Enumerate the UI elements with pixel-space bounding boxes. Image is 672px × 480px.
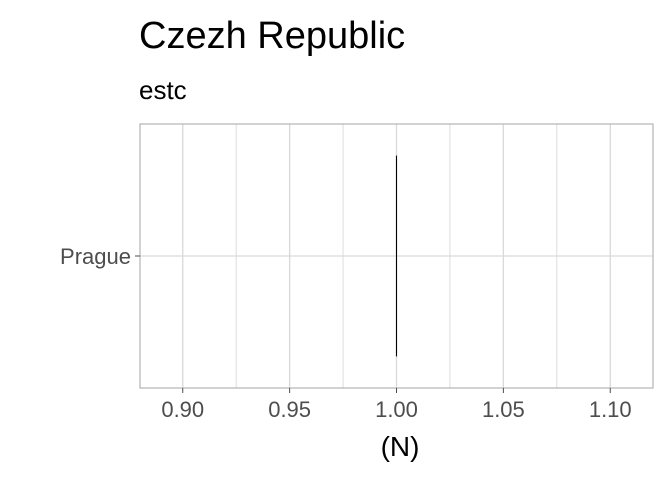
x-tick-label: 1.00 bbox=[375, 397, 418, 422]
y-tick-label: Prague bbox=[60, 244, 131, 269]
chart-subtitle: estc bbox=[139, 75, 187, 105]
x-tick-label: 0.90 bbox=[161, 397, 204, 422]
x-axis-title: (N) bbox=[381, 431, 420, 462]
x-tick-label: 1.05 bbox=[482, 397, 525, 422]
bars bbox=[395, 155, 398, 357]
x-axis: 0.90 0.95 1.00 1.05 1.10 bbox=[161, 388, 632, 422]
chart-title: Czezh Republic bbox=[139, 15, 405, 57]
x-tick-label: 0.95 bbox=[268, 397, 311, 422]
x-tick-label: 1.10 bbox=[589, 397, 632, 422]
y-axis: Prague bbox=[60, 244, 140, 269]
